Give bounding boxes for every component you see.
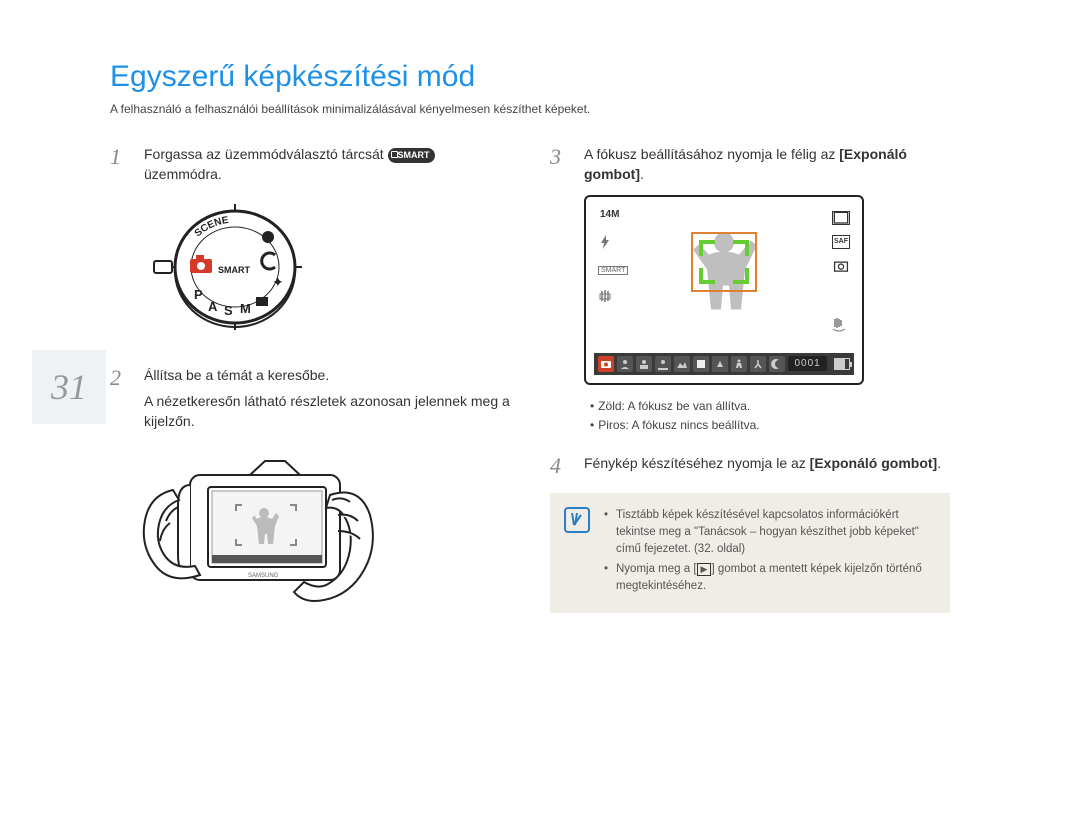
tip-item-2: Nyomja meg a [▶] gombot a mentett képek … [604,561,934,594]
step-1-prefix: Forgassa az üzemmódválasztó tárcsát [144,146,388,162]
step-3: 3 A fókusz beállításához nyomja le félig… [550,144,950,185]
page-number-text: 31 [51,366,87,408]
scene-night-icon [636,356,652,372]
step-3-text: A fókusz beállításához nyomja le félig a… [584,144,950,185]
scene-landscape-icon [674,356,690,372]
playback-icon: ▶ [697,563,712,576]
note-icon [564,507,590,533]
smart-mode-badge: SMART [388,148,435,163]
legend-green: •Zöld: A fókusz be van állítva. [590,397,950,416]
step-4: 4 Fénykép készítéséhez nyomja le az [Exp… [550,453,950,479]
svg-text:✦: ✦ [272,274,284,290]
hand-shake-icon [830,315,848,333]
lcd-bottom-bar: 0001 [594,353,854,375]
step-1: 1 Forgassa az üzemmódválasztó tárcsát SM… [110,144,510,185]
lcd-preview: 14M SMART SAF [584,195,864,385]
resolution-label: 14M [600,209,619,220]
step-3-prefix: A fókusz beállításához nyomja le félig a… [584,146,839,162]
scene-camera-icon [598,356,614,372]
battery-icon [834,358,850,370]
lcd-right-icons: SAF [832,211,850,273]
step-number: 2 [110,365,128,391]
scene-portrait-icon [617,356,633,372]
two-column-layout: 1 Forgassa az üzemmódválasztó tárcsát SM… [110,144,990,625]
focus-legend: •Zöld: A fókusz be van állítva. •Piros: … [590,397,950,435]
step-number: 1 [110,144,128,170]
tip-item-1: Tisztább képek készítésével kapcsolatos … [604,507,934,557]
svg-text:A: A [208,299,218,314]
scene-macro-icon [712,356,728,372]
step-number: 3 [550,144,568,170]
page-subtitle: A felhasználó a felhasználói beállítások… [110,102,990,116]
page-number-badge: 31 [32,350,106,424]
focus-corner-icon [733,240,749,256]
svg-text:S: S [224,303,233,318]
metering-icon [832,259,850,273]
step-4-text: Fénykép készítéséhez nyomja le az [Expon… [584,453,941,473]
left-column: 1 Forgassa az üzemmódválasztó tárcsát SM… [110,144,510,625]
tip-2-prefix: Nyomja meg a [ [616,563,697,575]
step-2-line2: A nézetkeresőn látható részletek azonosa… [144,391,510,432]
focus-corner-icon [699,240,715,256]
saf-icon: SAF [832,235,850,249]
svg-text:P: P [194,287,203,302]
right-column: 3 A fókusz beállításához nyomja le félig… [550,144,950,625]
tip-list: Tisztább képek készítésével kapcsolatos … [604,507,934,598]
step-3-suffix: . [640,166,644,182]
step-4-prefix: Fénykép készítéséhez nyomja le az [584,455,810,471]
flash-icon [598,235,628,252]
scene-tripod-icon [750,356,766,372]
scene-white-icon [693,356,709,372]
step-4-bold: [Exponáló gombot] [810,455,938,471]
step-4-suffix: . [937,455,941,471]
camera-in-hands-illustration: SAMSUNG [130,445,390,625]
mode-dial-illustration: SMART SCENE ✦ M S A P [150,197,310,337]
step-2: 2 Állítsa be a témát a keresőbe. A nézet… [110,365,510,432]
shot-counter: 0001 [788,356,826,371]
scene-action-icon [731,356,747,372]
step-2-text: Állítsa be a témát a keresőbe. A nézetke… [144,365,510,432]
focus-box [691,232,757,292]
single-shot-icon [832,211,850,225]
smart-icon: SMART [598,266,628,275]
legend-red: •Piros: A fókusz nincs beállítva. [590,416,950,435]
svg-text:M: M [240,301,251,316]
lcd-inner: 14M SMART SAF [594,205,854,375]
focus-corner-icon [699,268,715,284]
tip-box: Tisztább képek készítésével kapcsolatos … [550,493,950,612]
svg-text:SAMSUNG: SAMSUNG [248,573,279,579]
lcd-left-icons: SMART [598,235,628,306]
svg-text:SMART: SMART [218,265,250,275]
step-1-text: Forgassa az üzemmódválasztó tárcsát SMAR… [144,144,510,185]
scene-dark-icon [769,356,785,372]
focus-corner-icon [733,268,749,284]
step-2-line1: Állítsa be a témát a keresőbe. [144,365,510,385]
step-1-suffix: üzemmódra. [144,166,222,182]
step-number: 4 [550,453,568,479]
page-content: Egyszerű képkészítési mód A felhasználó … [0,0,1080,665]
scene-backlight-icon [655,356,671,372]
page-title: Egyszerű képkészítési mód [110,60,990,94]
stabilizer-icon [598,289,628,306]
